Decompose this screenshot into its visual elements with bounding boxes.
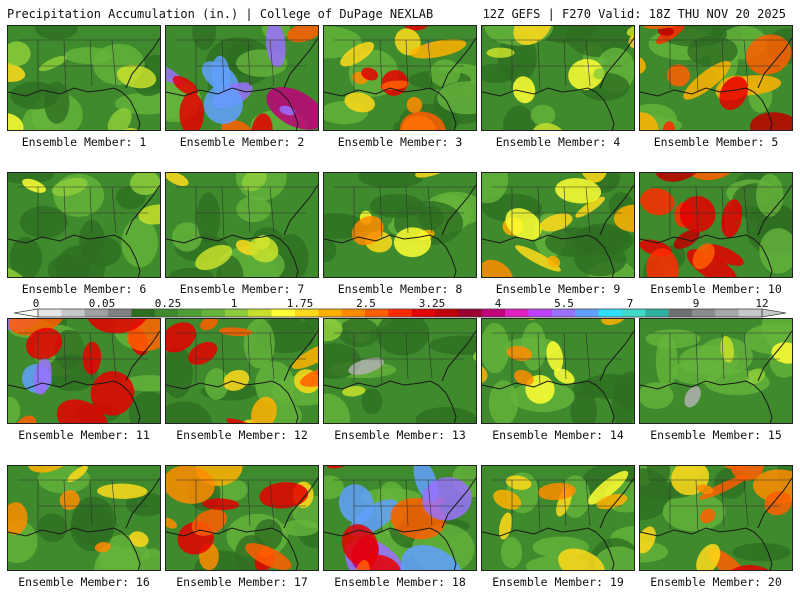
- ensemble-member-map: [323, 172, 477, 278]
- colorbar-min-arrow: [13, 308, 39, 318]
- colorbar-tick-label: 2.5: [356, 297, 376, 310]
- ensemble-member-map: [481, 465, 635, 571]
- colorbar-swatch: [505, 309, 529, 317]
- colorbar-swatch: [645, 309, 669, 317]
- ensemble-member-map: [165, 25, 319, 131]
- ensemble-member-label: Ensemble Member: 8: [337, 282, 463, 296]
- colorbar-swatch: [318, 309, 342, 317]
- ensemble-member-label: Ensemble Member: 1: [21, 135, 147, 149]
- ensemble-member-map: [639, 172, 793, 278]
- colorbar-swatch: [108, 309, 132, 317]
- ensemble-member-label: Ensemble Member: 18: [334, 575, 466, 589]
- colorbar-swatch: [341, 309, 366, 317]
- colorbar-swatch: [388, 309, 412, 317]
- colorbar-swatch: [458, 309, 483, 317]
- ensemble-member-map: [165, 465, 319, 571]
- ensemble-member-map: [639, 25, 793, 131]
- colorbar-swatch: [154, 309, 179, 317]
- colorbar-swatch: [411, 309, 436, 317]
- colorbar-tick-label: 1.75: [286, 297, 314, 310]
- ensemble-member-label: Ensemble Member: 11: [18, 428, 150, 442]
- ensemble-member-map: [323, 25, 477, 131]
- map-title: Precipitation Accumulation (in.) | Colle…: [7, 7, 434, 21]
- ensemble-member-map: [7, 25, 161, 131]
- ensemble-member-label: Ensemble Member: 15: [650, 428, 782, 442]
- colorbar-swatch: [738, 309, 763, 317]
- ensemble-member-map: [7, 318, 161, 424]
- colorbar-swatch: [691, 309, 716, 317]
- colorbar-swatch: [84, 309, 109, 317]
- colorbar-swatch: [61, 309, 86, 317]
- ensemble-member-label: Ensemble Member: 17: [176, 575, 308, 589]
- ensemble-member-label: Ensemble Member: 7: [179, 282, 305, 296]
- ensemble-member-label: Ensemble Member: 14: [492, 428, 624, 442]
- colorbar-swatch: [435, 309, 459, 317]
- colorbar-swatch: [598, 309, 623, 317]
- colorbar-swatch: [38, 309, 62, 317]
- ensemble-member-label: Ensemble Member: 2: [179, 135, 305, 149]
- colorbar-swatch: [131, 309, 156, 317]
- ensemble-member-label: Ensemble Member: 4: [495, 135, 621, 149]
- ensemble-member-label: Ensemble Member: 10: [650, 282, 782, 296]
- colorbar-swatch: [551, 309, 576, 317]
- colorbar-tick-label: 4: [494, 297, 502, 310]
- colorbar-swatch: [668, 309, 693, 317]
- ensemble-member-label: Ensemble Member: 20: [650, 575, 782, 589]
- ensemble-member-map: [639, 465, 793, 571]
- colorbar-swatch: [575, 309, 599, 317]
- colorbar-swatch: [294, 309, 319, 317]
- colorbar-tick-label: 12: [755, 297, 769, 310]
- colorbar-swatch: [248, 309, 272, 317]
- colorbar-tick-label: 1: [230, 297, 238, 310]
- ensemble-member-map: [481, 318, 635, 424]
- colorbar-swatch: [271, 309, 296, 317]
- ensemble-member-label: Ensemble Member: 3: [337, 135, 463, 149]
- ensemble-member-label: Ensemble Member: 6: [21, 282, 147, 296]
- ensemble-member-label: Ensemble Member: 9: [495, 282, 621, 296]
- ensemble-member-label: Ensemble Member: 5: [653, 135, 779, 149]
- colorbar-tick-label: 5.5: [554, 297, 574, 310]
- colorbar-swatch: [364, 309, 389, 317]
- ensemble-member-label: Ensemble Member: 12: [176, 428, 308, 442]
- ensemble-member-map: [165, 318, 319, 424]
- colorbar-swatch: [178, 309, 202, 317]
- precip-colorbar: [13, 308, 787, 318]
- colorbar-swatch: [715, 309, 739, 317]
- ensemble-member-map: [165, 172, 319, 278]
- ensemble-member-map: [481, 172, 635, 278]
- colorbar-tick-label: 3.25: [418, 297, 446, 310]
- colorbar-tick-label: 9: [692, 297, 700, 310]
- colorbar-tick-label: 0.25: [154, 297, 182, 310]
- ensemble-member-label: Ensemble Member: 19: [492, 575, 624, 589]
- ensemble-member-map: [323, 465, 477, 571]
- ensemble-member-label: Ensemble Member: 16: [18, 575, 150, 589]
- ensemble-member-label: Ensemble Member: 13: [334, 428, 466, 442]
- ensemble-member-map: [7, 465, 161, 571]
- ensemble-member-map: [7, 172, 161, 278]
- colorbar-tick-label: 7: [626, 297, 634, 310]
- colorbar-swatch: [224, 309, 249, 317]
- ensemble-member-map: [639, 318, 793, 424]
- colorbar-tick-label: 0: [32, 297, 40, 310]
- model-run-info: 12Z GEFS | F270 Valid: 18Z THU NOV 20 20…: [482, 7, 786, 21]
- ensemble-member-map: [481, 25, 635, 131]
- colorbar-swatch: [201, 309, 226, 317]
- colorbar-swatch: [621, 309, 646, 317]
- colorbar-tick-label: 0.05: [88, 297, 116, 310]
- colorbar-swatch: [528, 309, 553, 317]
- colorbar-swatch: [481, 309, 506, 317]
- colorbar-max-arrow: [761, 308, 787, 318]
- ensemble-member-map: [323, 318, 477, 424]
